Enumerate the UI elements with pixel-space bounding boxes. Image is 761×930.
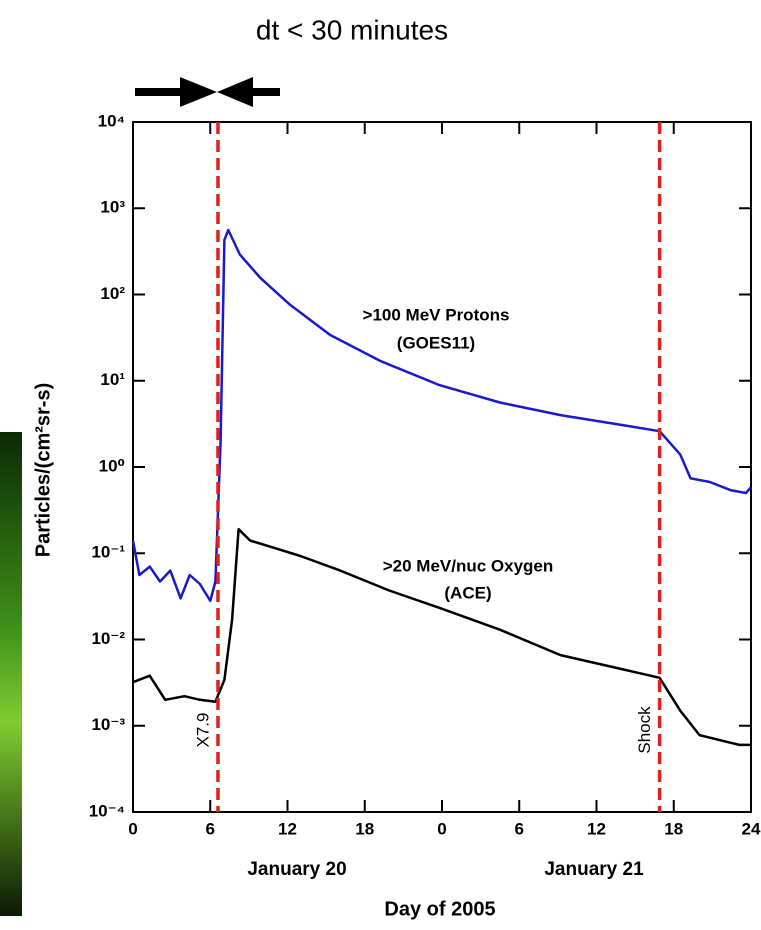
x-tick-label: 24 bbox=[742, 819, 761, 838]
series-label-note: (ACE) bbox=[444, 583, 491, 602]
y-tick-label: 10¹ bbox=[100, 370, 125, 389]
x-tick-label: 12 bbox=[278, 819, 297, 838]
day-label: January 20 bbox=[247, 859, 346, 880]
y-tick-label: 10⁴ bbox=[98, 111, 125, 130]
x-tick-label: 0 bbox=[437, 819, 446, 838]
event-label: X7.9 bbox=[193, 713, 212, 748]
y-tick-label: 10⁻¹ bbox=[91, 543, 125, 562]
y-tick-label: 10⁻³ bbox=[91, 715, 125, 734]
y-tick-label: 10³ bbox=[100, 198, 125, 217]
x-tick-label: 12 bbox=[587, 819, 606, 838]
y-tick-label: 10⁰ bbox=[99, 456, 125, 475]
series-label-note: (GOES11) bbox=[397, 333, 475, 352]
series-line bbox=[132, 527, 751, 747]
arrows bbox=[135, 77, 280, 107]
y-tick-label: 10² bbox=[100, 284, 125, 303]
x-tick-label: 0 bbox=[128, 819, 137, 838]
event-label: Shock bbox=[635, 706, 654, 754]
x-tick-label: 6 bbox=[515, 819, 524, 838]
y-tick-label: 10⁻² bbox=[91, 629, 125, 648]
y-tick-label: 10⁻⁴ bbox=[89, 801, 125, 820]
background-image bbox=[0, 432, 22, 916]
series-label: >20 MeV/nuc Oxygen bbox=[383, 556, 554, 575]
y-axis-title: Particles/(cm²sr-s) bbox=[32, 383, 54, 558]
x-tick-label: 18 bbox=[664, 819, 683, 838]
x-axis-title: Day of 2005 bbox=[384, 898, 495, 920]
series-line bbox=[131, 228, 752, 603]
annotation: dt < 30 minutes bbox=[256, 14, 448, 45]
series-label: >100 MeV Protons bbox=[363, 305, 510, 324]
x-tick-label: 6 bbox=[206, 819, 215, 838]
x-tick-label: 18 bbox=[355, 819, 374, 838]
day-label: January 21 bbox=[544, 859, 644, 880]
